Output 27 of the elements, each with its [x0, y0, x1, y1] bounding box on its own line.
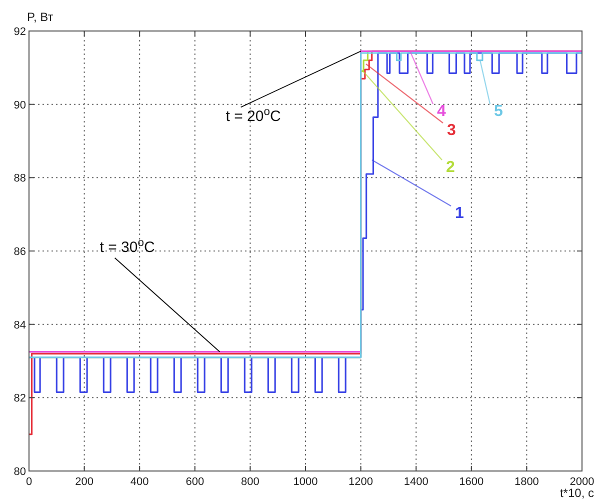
text: 3: [447, 122, 456, 139]
x-axis-title: t*10, c: [560, 486, 594, 500]
x-tick-label: 1800: [514, 476, 539, 488]
annotation: t = 20$^{o}$C: [226, 106, 282, 126]
x-tick-label: 2000: [570, 476, 594, 488]
y-tick-label: 84: [14, 319, 26, 332]
x-tick-label: 800: [241, 476, 260, 488]
x-tick-label: 600: [186, 476, 204, 488]
y-tick-label: 80: [14, 466, 26, 478]
x-tick-label: 200: [75, 476, 94, 488]
y-tick-label: 88: [14, 172, 26, 185]
annotation: t = 30$^{o}$C: [100, 236, 156, 256]
y-axis-title: P, Вт: [27, 10, 54, 24]
text: 5: [494, 103, 503, 120]
y-tick-label: 86: [14, 246, 26, 258]
x-tick-label: 1600: [459, 476, 484, 488]
y-tick-label: 92: [14, 26, 26, 38]
text: 1: [455, 205, 464, 222]
x-tick-label: 1000: [293, 476, 318, 488]
x-tick-label: 1200: [348, 476, 374, 488]
x-tick-label: 1400: [404, 476, 428, 488]
text: 4: [437, 103, 446, 120]
y-tick-label: 82: [14, 392, 26, 405]
x-tick-label: 0: [26, 476, 32, 488]
text: 2: [446, 159, 455, 176]
y-tick-label: 90: [14, 99, 26, 112]
x-tick-label: 400: [130, 476, 149, 488]
